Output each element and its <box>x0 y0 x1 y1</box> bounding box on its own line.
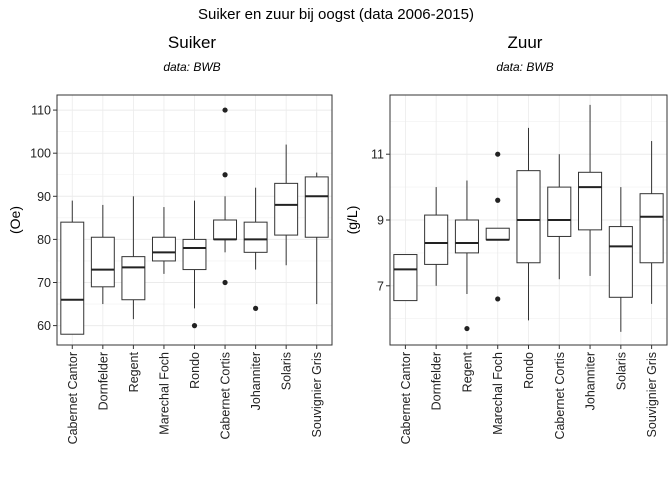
panel-subtitle: data: BWB <box>496 60 553 74</box>
box-2 <box>454 180 479 332</box>
box-4 <box>516 127 541 321</box>
outlier-point <box>464 325 470 332</box>
box-3 <box>485 151 510 302</box>
y-tick-label: 11 <box>371 148 384 162</box>
x-tick-label: Dornfelder <box>96 352 110 410</box>
x-tick-label: Souvignier Gris <box>645 352 659 437</box>
box-iqr <box>578 171 603 231</box>
box-iqr <box>213 219 238 240</box>
y-tick-label: 90 <box>37 190 51 204</box>
box-iqr <box>393 254 418 302</box>
y-axis-label: (Oe) <box>7 206 23 234</box>
box-4 <box>182 200 207 329</box>
y-tick-label: 110 <box>31 104 51 118</box>
box-iqr <box>151 236 176 262</box>
box-iqr <box>60 221 85 335</box>
x-tick-label: Dornfelder <box>430 352 444 410</box>
box-0 <box>393 254 418 302</box>
box-iqr <box>182 238 207 271</box>
x-tick-label: Rondo <box>188 352 202 389</box>
figure-title: Suiker en zuur bij oogst (data 2006-2015… <box>198 6 474 23</box>
box-8 <box>304 172 329 305</box>
x-tick-label: Johanniter <box>584 352 598 410</box>
outlier-point <box>253 305 259 311</box>
box-iqr <box>547 186 572 237</box>
outlier-point <box>495 296 501 302</box>
y-tick-label: 80 <box>37 233 51 247</box>
outlier-point <box>222 107 228 113</box>
box-2 <box>121 196 146 320</box>
box-7 <box>608 187 633 332</box>
y-tick-label: 60 <box>37 319 51 333</box>
box-1 <box>424 187 449 286</box>
box-0 <box>60 200 85 335</box>
box-7 <box>274 144 299 266</box>
outlier-point <box>222 279 228 286</box>
outlier-point <box>495 151 501 157</box>
box-3 <box>151 207 176 274</box>
x-tick-label: Rondo <box>522 352 536 389</box>
box-iqr <box>121 256 146 301</box>
x-tick-label: Johanniter <box>249 352 263 410</box>
box-6 <box>578 104 603 276</box>
x-tick-label: Cabernet Cortis <box>219 352 233 440</box>
panel-title: Suiker <box>168 33 217 52</box>
outlier-point <box>222 172 228 178</box>
box-iqr <box>274 182 299 236</box>
outlier-point <box>191 323 198 329</box>
y-tick-label: 7 <box>377 279 384 293</box>
box-8 <box>639 141 664 304</box>
box-5 <box>213 107 238 286</box>
box-iqr <box>639 193 664 264</box>
box-iqr <box>304 176 329 238</box>
box-5 <box>547 154 572 280</box>
box-1 <box>90 204 115 305</box>
x-tick-label: Marechal Foch <box>157 352 171 435</box>
panel-title: Zuur <box>508 33 543 52</box>
box-iqr <box>424 214 449 265</box>
outlier-point <box>495 197 501 203</box>
box-iqr <box>485 227 510 241</box>
x-tick-label: Cabernet Cantor <box>66 352 80 444</box>
x-tick-label: Marechal Foch <box>491 352 505 435</box>
x-tick-label: Cabernet Cantor <box>399 352 413 444</box>
box-6 <box>243 187 268 311</box>
x-tick-label: Souvignier Gris <box>310 352 324 437</box>
box-iqr <box>516 170 541 264</box>
box-iqr <box>608 226 633 298</box>
panel-subtitle: data: BWB <box>163 60 220 74</box>
y-axis-label: (g/L) <box>344 206 360 235</box>
y-tick-label: 70 <box>37 276 51 290</box>
x-tick-label: Regent <box>127 351 141 392</box>
x-tick-label: Regent <box>460 351 474 392</box>
x-tick-label: Cabernet Cortis <box>553 352 567 440</box>
box-iqr <box>454 219 479 254</box>
y-tick-label: 100 <box>30 147 51 161</box>
chart-panel-zuur: Zuur data: BWB 7 9 11 (g/L) Cabernet Cantor Dor… <box>344 33 668 444</box>
box-iqr <box>243 221 268 253</box>
x-tick-label: Solaris <box>614 352 628 390</box>
box-iqr <box>90 236 115 288</box>
y-tick-label: 9 <box>377 214 384 228</box>
chart-panel-suiker: Suiker data: BWB 60 70 80 90 100 110 (Oe) Caberne… <box>7 33 333 444</box>
x-tick-label: Solaris <box>280 352 294 390</box>
